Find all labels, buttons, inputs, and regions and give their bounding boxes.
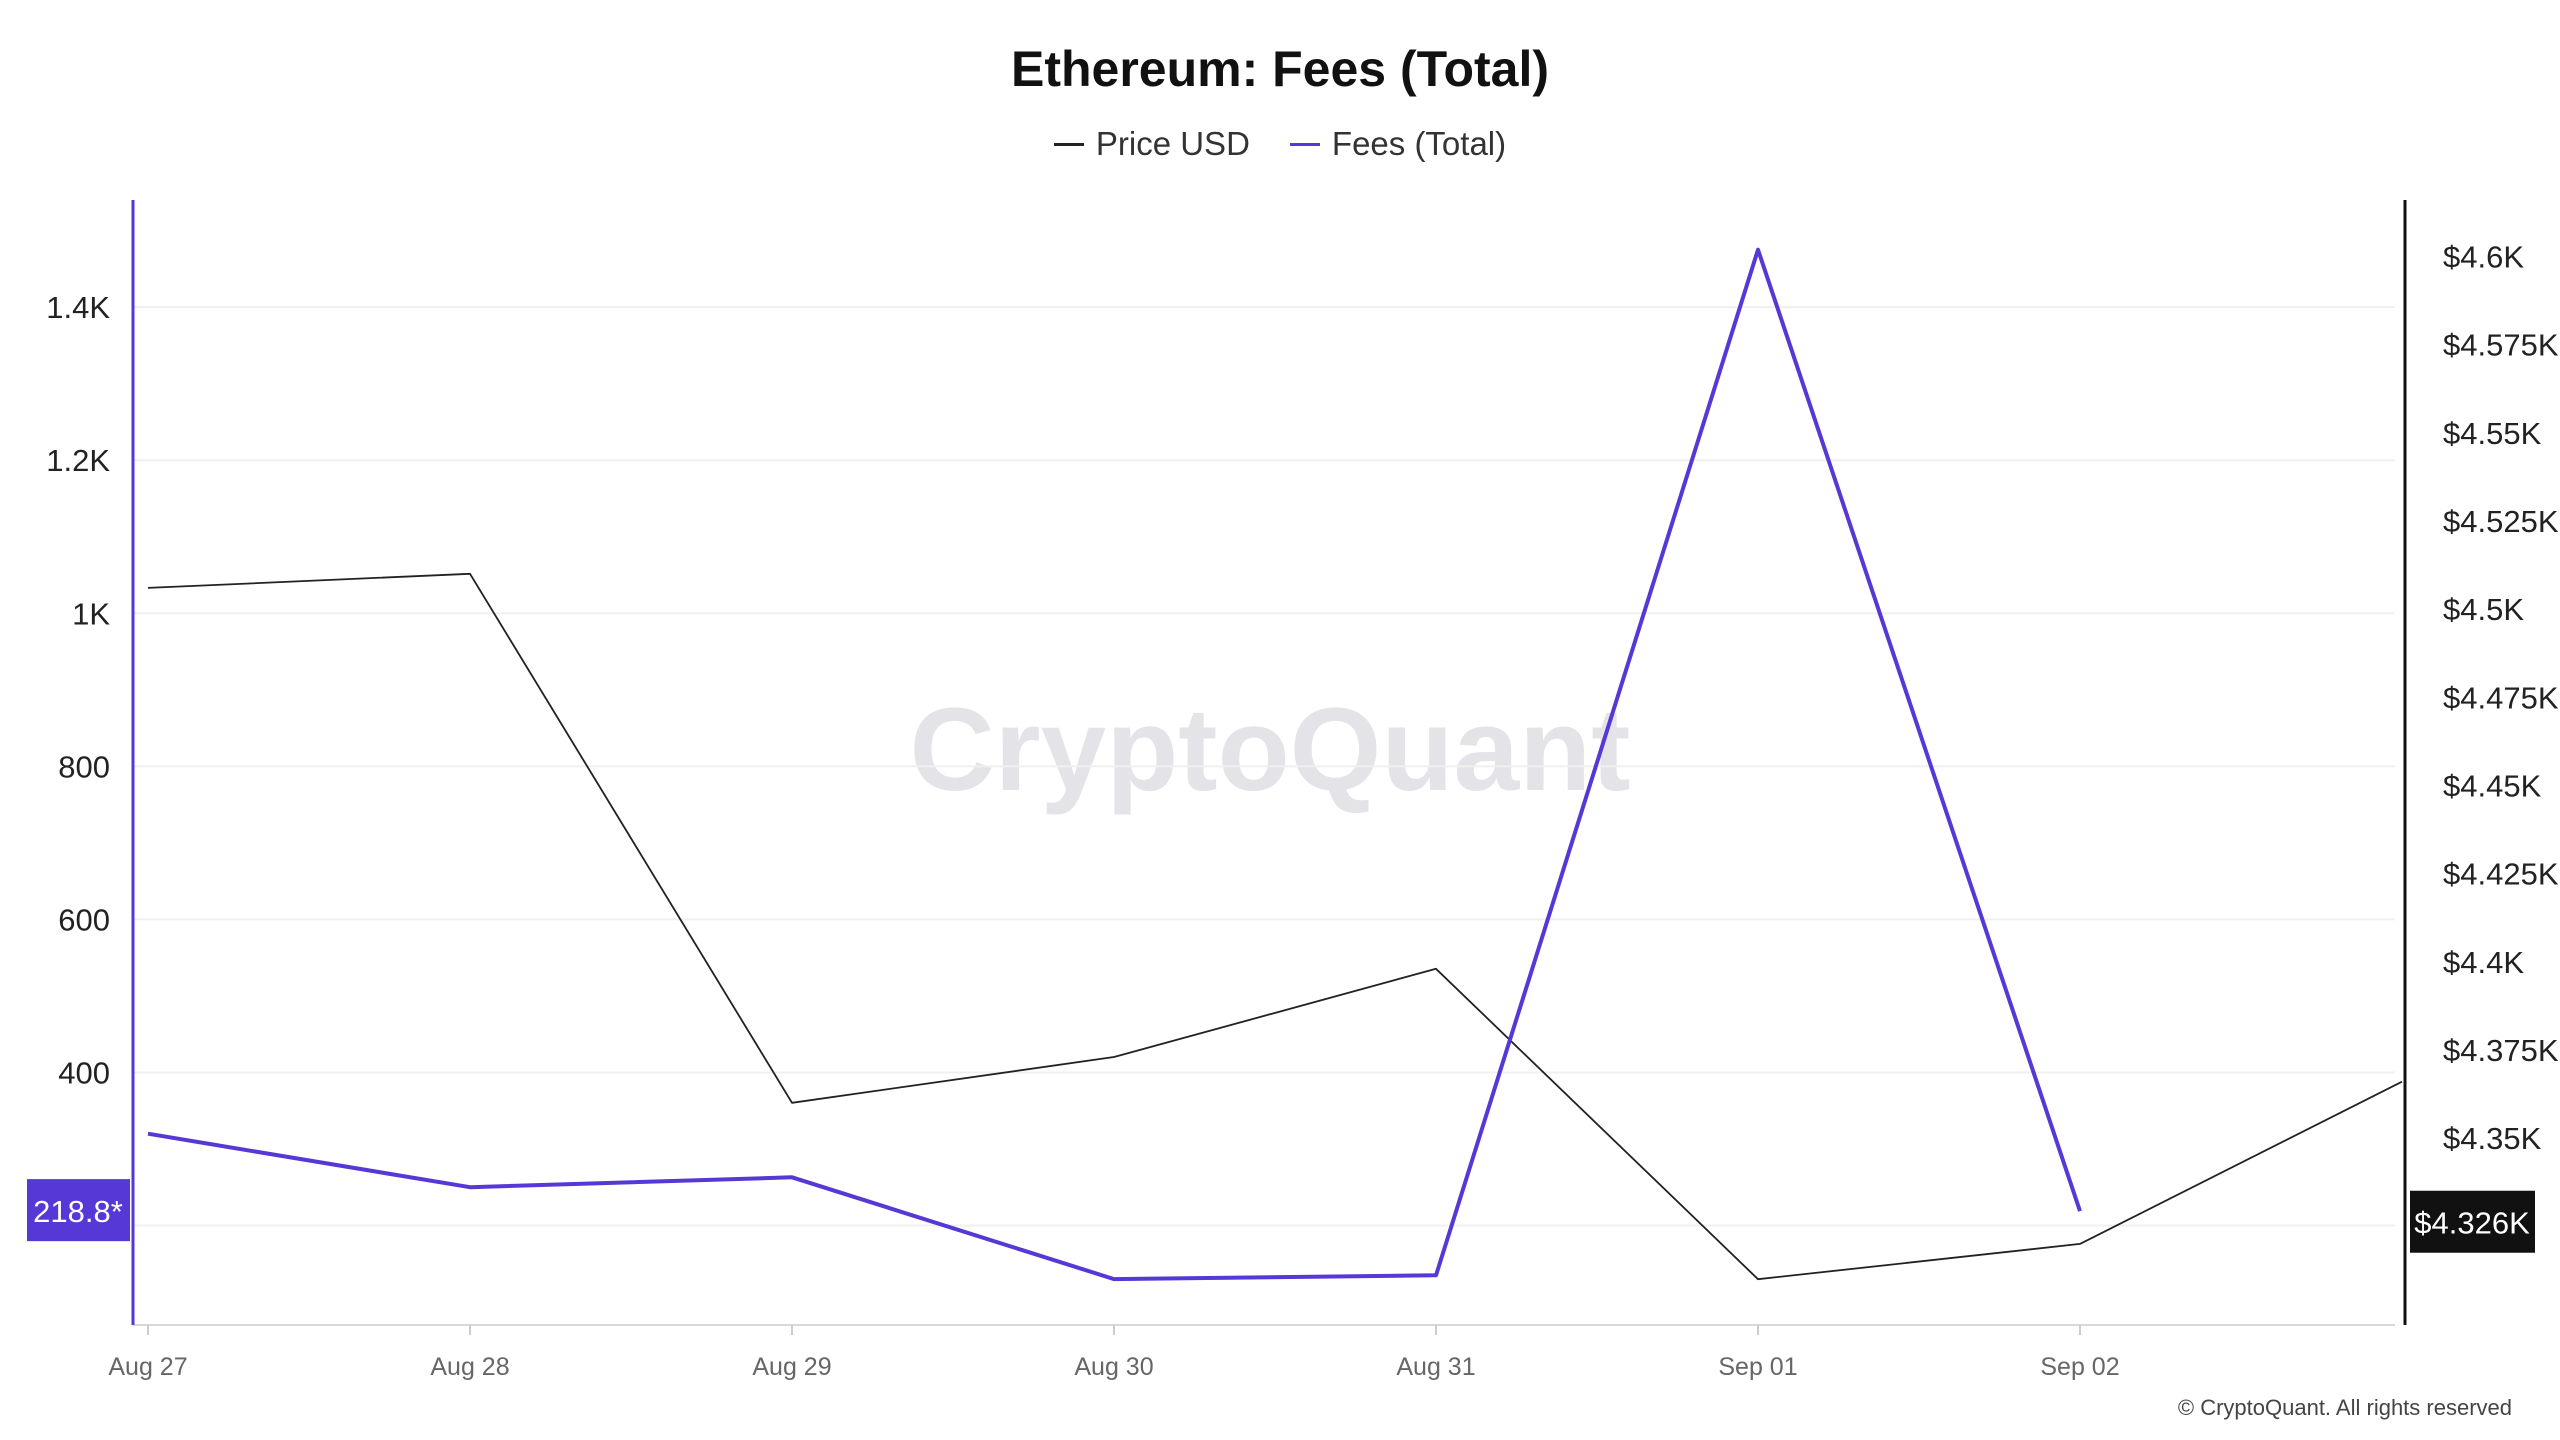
legend-swatch-price (1053, 142, 1084, 146)
legend-swatch-fees (1289, 142, 1320, 146)
x-tick-label: Aug 31 (1396, 1353, 1475, 1381)
right-tick-label: $4.5K (2443, 592, 2524, 627)
fees-series-line (147, 247, 2082, 1282)
watermark: CryptoQuant (909, 684, 1630, 816)
current-price-label: $4.326K (2414, 1206, 2530, 1241)
left-tick-label: 800 (58, 749, 110, 784)
left-tick-label: 1.2K (46, 443, 110, 478)
x-tick-label: Sep 02 (2040, 1353, 2119, 1381)
chart-title: Ethereum: Fees (Total) (1010, 41, 1550, 97)
chart-legend: Price USD Fees (Total) (0, 125, 2560, 163)
x-tick-label: Aug 29 (752, 1353, 831, 1381)
left-tick-label: 600 (58, 902, 110, 937)
legend-item-price[interactable]: Price USD (1053, 125, 1250, 163)
x-tick-label: Sep 01 (1718, 1353, 1797, 1381)
right-tick-label: $4.475K (2443, 680, 2559, 715)
current-fees-label: 218.8* (33, 1194, 123, 1229)
x-tick-label: Aug 28 (430, 1353, 509, 1381)
right-tick-label: $4.4K (2443, 945, 2524, 980)
legend-label-price: Price USD (1095, 125, 1250, 162)
left-tick-label: 1.4K (46, 290, 110, 325)
x-tick-label: Aug 30 (1074, 1353, 1153, 1381)
current-fees-marker (27, 1179, 130, 1242)
right-tick-label: $4.425K (2443, 857, 2559, 892)
legend-label-fees: Fees (Total) (1331, 125, 1507, 162)
price-series-line (147, 572, 2403, 1281)
left-tick-label: 1K (72, 596, 110, 631)
right-tick-label: $4.35K (2443, 1121, 2542, 1156)
x-tick-label: Aug 27 (108, 1353, 187, 1381)
current-price-marker (2410, 1190, 2535, 1253)
right-tick-label: $4.525K (2443, 504, 2559, 539)
right-tick-label: $4.575K (2443, 328, 2559, 363)
right-tick-label: $4.6K (2443, 239, 2524, 274)
copyright-notice: © CryptoQuant. All rights reserved (2177, 1395, 2512, 1420)
right-tick-label: $4.375K (2443, 1033, 2559, 1068)
right-tick-label: $4.45K (2443, 768, 2542, 803)
right-tick-label: $4.55K (2443, 416, 2542, 451)
left-tick-label: 400 (58, 1055, 110, 1090)
legend-item-fees[interactable]: Fees (Total) (1289, 125, 1507, 163)
